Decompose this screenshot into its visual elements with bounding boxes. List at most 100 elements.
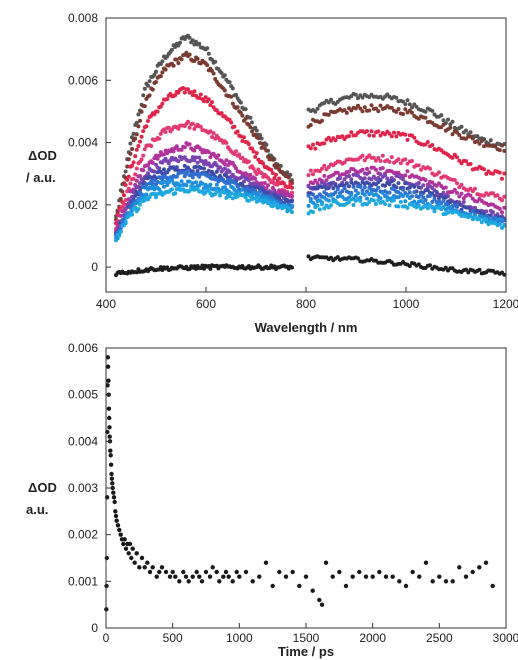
- spectrum-point: [439, 205, 444, 210]
- spectrum-point: [477, 141, 482, 146]
- spectrum-point: [311, 192, 315, 197]
- spectrum-point: [455, 190, 459, 195]
- spectrum-point: [240, 174, 245, 179]
- spectrum-point: [120, 189, 125, 194]
- spectrum-point: [202, 186, 206, 191]
- spectrum-point: [473, 186, 477, 191]
- spectrum-point: [165, 97, 170, 101]
- spectrum-point: [482, 211, 486, 216]
- spectrum-point: [367, 133, 372, 138]
- kinetic-point: [203, 569, 209, 575]
- spectrum-point: [313, 109, 318, 114]
- spectrum-point: [133, 172, 138, 177]
- spectrum-point: [311, 142, 315, 147]
- spectra-x-tick-label: 800: [296, 297, 316, 311]
- spectrum-point: [200, 263, 205, 268]
- spectrum-series-3: [114, 119, 507, 231]
- spectra-x-tick-label: 1200: [493, 297, 518, 311]
- spectrum-point: [203, 95, 208, 100]
- spectrum-point: [147, 79, 152, 84]
- spectrum-point: [158, 74, 163, 79]
- spectrum-point: [430, 143, 435, 147]
- spectrum-point: [208, 103, 213, 108]
- spectrum-point: [412, 190, 417, 195]
- spectrum-point: [277, 176, 282, 181]
- spectrum-point: [253, 196, 258, 201]
- spectrum-point: [182, 145, 187, 150]
- spectrum-point: [430, 205, 435, 209]
- spectrum-point: [139, 109, 144, 114]
- spectrum-point: [234, 149, 238, 154]
- kinetic-point: [417, 574, 422, 579]
- spectrum-point: [457, 194, 462, 199]
- kinetic-point: [134, 551, 139, 556]
- kinetic-point: [390, 574, 395, 579]
- spectrum-point: [394, 109, 399, 114]
- spectrum-point: [488, 138, 493, 143]
- spectrum-point: [248, 115, 253, 120]
- spectrum-point: [437, 170, 441, 175]
- spectrum-point: [238, 100, 243, 105]
- spectrum-point: [423, 115, 428, 120]
- spectrum-point: [331, 186, 336, 191]
- spectrum-point: [466, 270, 471, 275]
- spectrum-point: [461, 196, 466, 201]
- spectrum-series-10: [114, 254, 507, 278]
- spectrum-point: [197, 41, 202, 46]
- spectrum-point: [335, 170, 340, 175]
- spectrum-point: [134, 132, 139, 137]
- spectrum-point: [396, 157, 401, 162]
- kinetic-point: [186, 579, 191, 584]
- spectrum-point: [374, 188, 378, 193]
- spectrum-point: [401, 112, 405, 116]
- spectra-y-tick-label: 0.008: [68, 11, 98, 25]
- spectrum-point: [443, 185, 448, 190]
- spectrum-point: [500, 198, 504, 203]
- spectrum-point: [150, 184, 155, 189]
- kinetic-point: [105, 364, 111, 369]
- spectrum-point: [246, 178, 251, 183]
- spectrum-point: [208, 182, 213, 187]
- spectrum-point: [218, 193, 222, 198]
- spectrum-point: [262, 181, 267, 185]
- spectrum-point: [235, 105, 240, 110]
- spectrum-point: [383, 183, 387, 188]
- spectrum-point: [502, 148, 507, 153]
- spectrum-point: [163, 67, 168, 72]
- spectrum-point: [128, 141, 133, 146]
- spectrum-point: [138, 174, 142, 179]
- spectrum-point: [134, 166, 139, 171]
- kinetic-y-tick-label: 0.001: [68, 574, 98, 588]
- spectrum-point: [154, 153, 158, 158]
- spectrum-point: [347, 184, 351, 189]
- spectrum-point: [141, 93, 146, 98]
- spectrum-point: [349, 177, 354, 182]
- spectrum-point: [240, 113, 245, 118]
- spectrum-point: [254, 185, 259, 190]
- spectra-y-tick-label: 0: [91, 260, 98, 274]
- kinetic-point: [410, 569, 415, 575]
- spectrum-point: [176, 159, 181, 164]
- kinetic-point: [397, 579, 402, 584]
- spectrum-point: [286, 175, 291, 180]
- spectrum-point: [187, 142, 192, 147]
- spectrum-series-2: [114, 86, 507, 226]
- spectrum-point: [136, 112, 141, 117]
- spectrum-point: [174, 165, 179, 170]
- spectrum-point: [416, 163, 421, 168]
- spectrum-point: [206, 97, 211, 102]
- kinetic-point: [107, 434, 112, 439]
- kinetic-point: [107, 415, 112, 421]
- kinetic-point: [357, 569, 362, 575]
- spectrum-point: [387, 182, 392, 187]
- spectrum-point: [181, 170, 186, 175]
- spectrum-point: [450, 119, 455, 124]
- spectrum-point: [195, 56, 200, 61]
- spectrum-point: [428, 263, 432, 268]
- spectrum-point: [274, 172, 278, 177]
- spectrum-point: [326, 198, 331, 203]
- spectrum-point: [243, 107, 248, 112]
- spectrum-point: [389, 134, 394, 139]
- kinetic-point: [257, 574, 262, 579]
- spectrum-point: [428, 193, 432, 198]
